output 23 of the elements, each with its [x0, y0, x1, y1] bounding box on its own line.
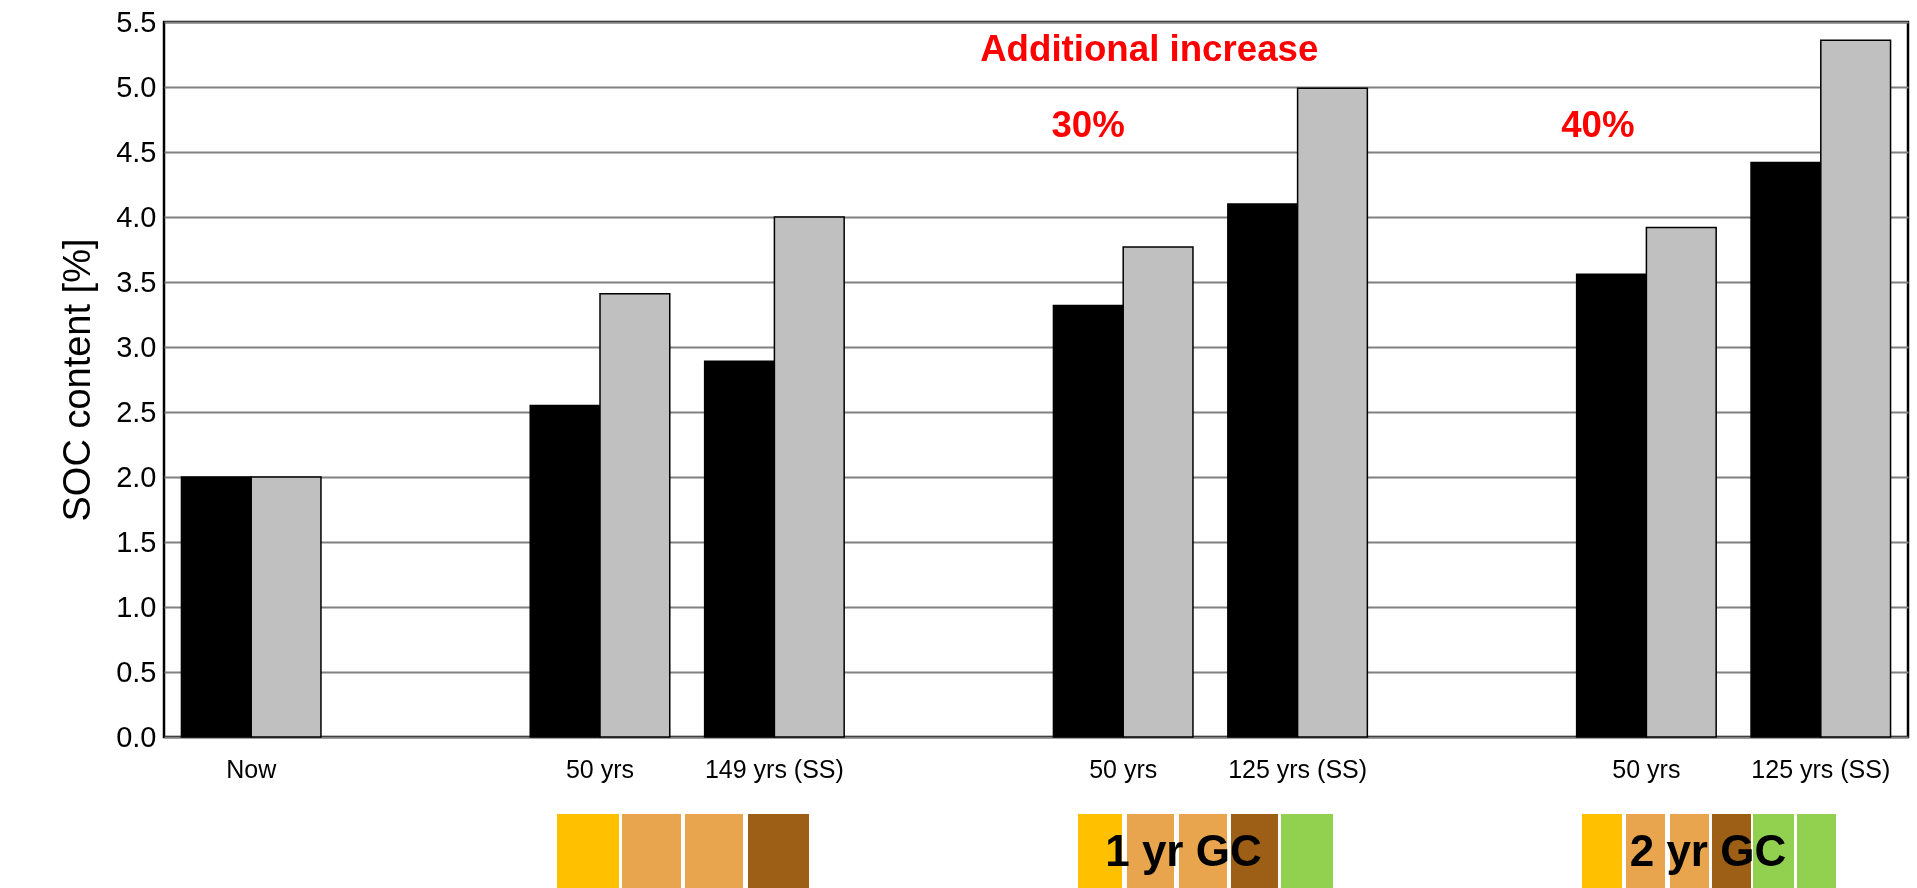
y-tick-label: 5.0: [116, 70, 157, 103]
y-tick-label: 2.0: [116, 460, 157, 493]
y-tick-label: 2.5: [116, 395, 157, 428]
y-tick-label: 4.0: [116, 200, 157, 233]
x-tick-label: 125 yrs (SS): [1228, 754, 1368, 783]
y-tick-label: 3.0: [116, 330, 157, 363]
y-tick-label: 0.0: [116, 720, 157, 753]
y-axis-title: SOC content [%]: [56, 238, 99, 522]
x-tick-label: 125 yrs (SS): [1751, 754, 1891, 783]
annotation: 40%: [1561, 103, 1635, 146]
annotation: 30%: [1051, 103, 1125, 146]
x-tick-label: 50 yrs: [565, 754, 635, 783]
y-tick-label: 0.5: [116, 655, 157, 688]
y-tick-label: 4.5: [116, 135, 157, 168]
x-tick-label: 50 yrs: [1089, 754, 1158, 783]
x-tick-label: Now: [226, 754, 278, 783]
x-tick-label: 149 yrs (SS): [704, 754, 844, 783]
y-tick-label: 1.5: [116, 525, 157, 558]
annotation: Additional increase: [980, 27, 1319, 70]
x-tick-label: 50 yrs: [1612, 754, 1681, 783]
y-tick-label: 3.5: [116, 265, 157, 298]
y-tick-label: 5.5: [116, 5, 157, 38]
y-tick-label: 1.0: [116, 590, 157, 623]
